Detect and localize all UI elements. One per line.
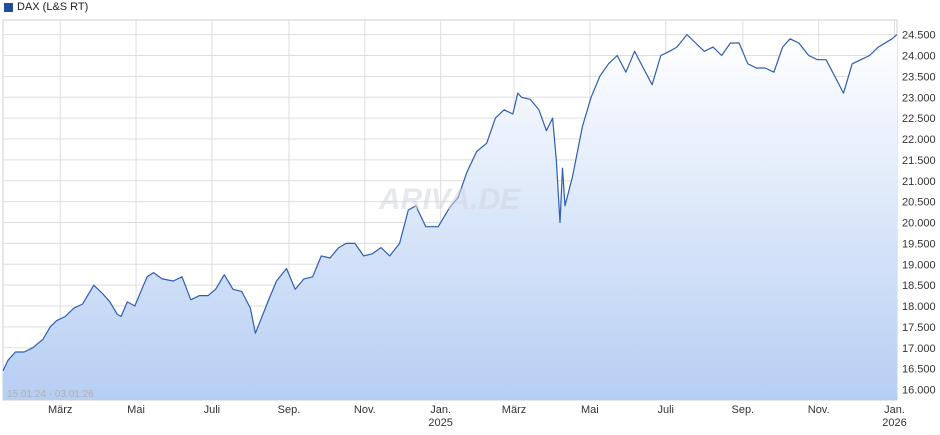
y-tick-label: 20.000 bbox=[902, 218, 936, 230]
x-tick-label: Juli bbox=[204, 404, 221, 416]
x-tick-label: Sep. bbox=[278, 404, 301, 416]
price-area-fill bbox=[3, 34, 897, 400]
y-tick-label: 22.000 bbox=[902, 134, 936, 146]
y-tick-label: 23.000 bbox=[902, 92, 936, 104]
watermark-logo: ARIVA.DE bbox=[379, 183, 521, 216]
x-tick-label: Jan. bbox=[430, 404, 451, 416]
y-tick-label: 20.500 bbox=[902, 197, 936, 209]
x-tick-year-label: 2025 bbox=[428, 417, 452, 429]
y-tick-label: 23.500 bbox=[902, 71, 936, 83]
y-tick-label: 16.500 bbox=[902, 364, 936, 376]
price-line bbox=[2, 34, 898, 372]
y-tick-label: 17.500 bbox=[902, 322, 936, 334]
y-tick-label: 19.000 bbox=[902, 259, 936, 271]
x-tick-label: Mai bbox=[127, 404, 145, 416]
x-tick-label: Juli bbox=[657, 404, 674, 416]
x-tick-label: Sep. bbox=[731, 404, 754, 416]
legend-label: DAX (L&S RT) bbox=[17, 1, 89, 13]
x-tick-label: Nov. bbox=[354, 404, 376, 416]
y-tick-label: 19.500 bbox=[902, 238, 936, 250]
y-tick-label: 18.500 bbox=[902, 280, 936, 292]
x-tick-label: Nov. bbox=[808, 404, 830, 416]
x-tick-label: März bbox=[502, 404, 526, 416]
x-tick-label: März bbox=[48, 404, 72, 416]
x-tick-label: Jan. bbox=[884, 404, 905, 416]
y-tick-label: 17.000 bbox=[902, 343, 936, 355]
legend-color-swatch bbox=[4, 2, 13, 12]
y-tick-label: 22.500 bbox=[902, 113, 936, 125]
y-tick-label: 21.000 bbox=[902, 176, 936, 188]
date-range-label: 15.01.24 - 03.01.26 bbox=[7, 389, 94, 400]
y-axis-tick-labels: 16.000 16.500 17.000 17.500 18.000 18.500 19.0… bbox=[902, 30, 936, 397]
y-tick-label: 24.500 bbox=[902, 30, 936, 42]
y-tick-label: 16.000 bbox=[902, 385, 936, 397]
y-tick-label: 24.000 bbox=[902, 50, 936, 62]
y-tick-label: 18.000 bbox=[902, 301, 936, 313]
y-tick-label: 21.500 bbox=[902, 155, 936, 167]
chart-legend: DAX (L&S RT) bbox=[4, 1, 88, 13]
x-tick-year-label: 2026 bbox=[882, 417, 906, 429]
x-tick-label: Mai bbox=[581, 404, 599, 416]
